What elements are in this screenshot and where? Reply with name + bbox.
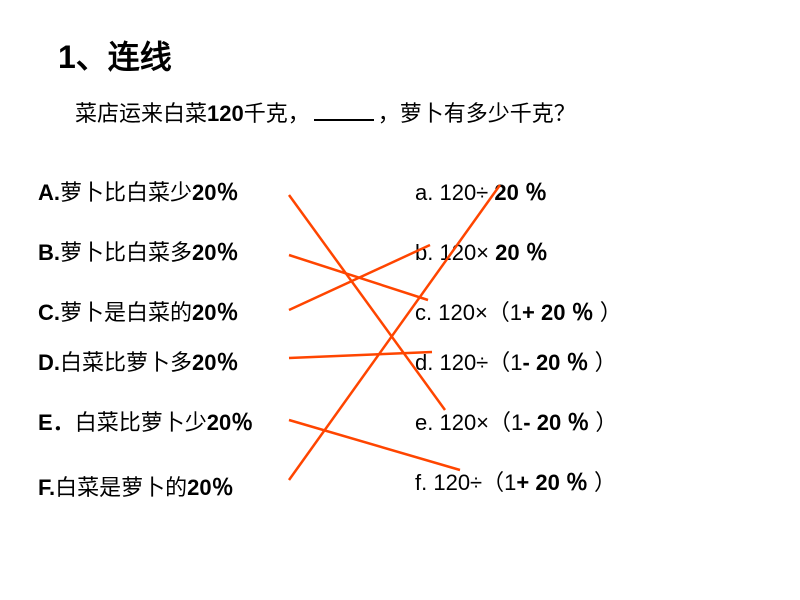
right-suffix: ） — [589, 410, 617, 435]
left-text: 萝卜比白菜少 — [60, 180, 192, 205]
left-pct: 20％ — [207, 410, 253, 435]
left-text: 白菜比萝卜多 — [60, 350, 192, 375]
left-pct: 20％ — [192, 350, 238, 375]
question-unit: 千克， — [244, 101, 310, 126]
right-text: 120× — [439, 240, 489, 265]
right-label: c. — [415, 300, 438, 325]
question-blank — [314, 119, 374, 121]
left-pct: 20％ — [192, 240, 238, 265]
right-text: 120÷（1 — [433, 470, 516, 495]
right-suffix: ） — [589, 350, 617, 375]
right-label: a. — [415, 180, 439, 205]
right-pct: + 20 ％ — [516, 470, 588, 495]
right-text: 120×（1 — [439, 410, 523, 435]
right-label: b. — [415, 240, 439, 265]
connection-line-3 — [289, 352, 432, 358]
left-item-0: A.萝卜比白菜少20％ — [38, 175, 239, 207]
left-label: F. — [38, 475, 55, 500]
right-suffix: ） — [594, 300, 622, 325]
left-text: 白菜是萝卜的 — [55, 475, 187, 500]
right-suffix: ） — [588, 470, 616, 495]
right-item-3: d. 120÷（1- 20 ％ ） — [415, 345, 617, 377]
right-item-4: e. 120×（1- 20 ％ ） — [415, 405, 617, 437]
question-amount: 120 — [207, 101, 244, 126]
right-text: 120÷ — [439, 180, 488, 205]
left-item-4: E．白菜比萝卜少20％ — [38, 405, 253, 437]
right-pct: + 20 ％ — [522, 300, 594, 325]
left-item-5: F.白菜是萝卜的20％ — [38, 470, 234, 502]
right-item-5: f. 120÷（1+ 20 ％ ） — [415, 465, 616, 497]
left-label: B. — [38, 240, 60, 265]
right-label: e. — [415, 410, 439, 435]
left-text: 白菜比萝卜少 — [75, 410, 207, 435]
right-pct: - 20 ％ — [523, 350, 589, 375]
right-item-0: a. 120÷ 20 ％ — [415, 175, 547, 207]
right-label: d. — [415, 350, 439, 375]
right-pct: - 20 ％ — [523, 410, 589, 435]
left-item-2: C.萝卜是白菜的20％ — [38, 295, 239, 327]
connection-line-2 — [289, 245, 430, 310]
right-text: 120÷（1 — [439, 350, 522, 375]
left-text: 萝卜是白菜的 — [60, 300, 192, 325]
left-label: E． — [38, 410, 75, 435]
left-pct: 20％ — [192, 180, 238, 205]
right-text: 120×（1 — [438, 300, 522, 325]
page-title: 1、连线 — [58, 32, 172, 78]
left-label: D. — [38, 350, 60, 375]
connection-line-1 — [289, 255, 428, 300]
left-pct: 20％ — [192, 300, 238, 325]
question-prefix: 菜店运来白菜 — [75, 101, 207, 126]
right-label: f. — [415, 470, 433, 495]
left-item-3: D.白菜比萝卜多20％ — [38, 345, 239, 377]
right-pct: 20 ％ — [488, 180, 547, 205]
right-item-1: b. 120× 20 ％ — [415, 235, 548, 267]
left-text: 萝卜比白菜多 — [60, 240, 192, 265]
left-label: A. — [38, 180, 60, 205]
question-stem: 菜店运来白菜120千克， ，萝卜有多少千克？ — [75, 96, 576, 128]
right-item-2: c. 120×（1+ 20 ％ ） — [415, 295, 622, 327]
left-label: C. — [38, 300, 60, 325]
right-pct: 20 ％ — [489, 240, 548, 265]
left-item-1: B.萝卜比白菜多20％ — [38, 235, 239, 267]
question-suffix: ，萝卜有多少千克？ — [378, 101, 576, 126]
left-pct: 20％ — [187, 475, 233, 500]
